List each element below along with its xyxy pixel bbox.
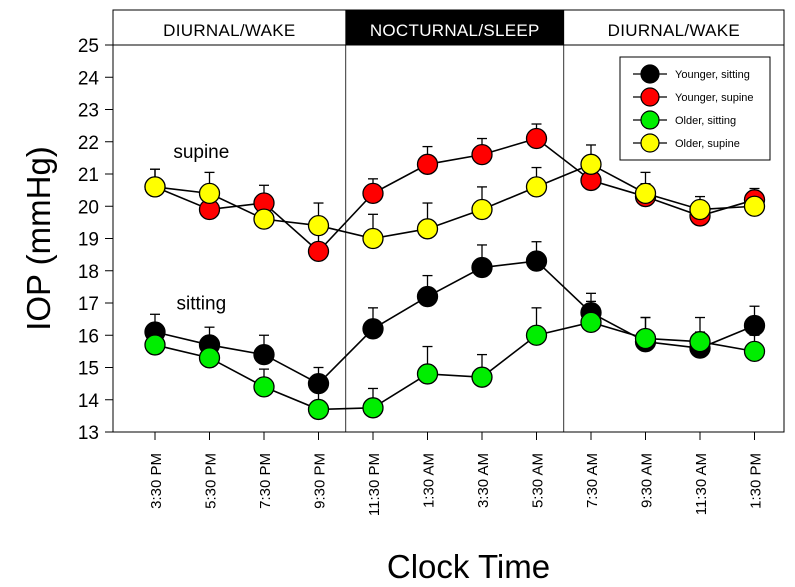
data-point: [743, 340, 766, 363]
x-tick-label: 7:30 AM: [584, 453, 601, 508]
y-axis-title: IOP (mmHg): [20, 146, 57, 331]
plot-frame: [112, 9, 785, 433]
period-label: DIURNAL/WAKE: [163, 21, 295, 40]
data-point: [307, 372, 330, 395]
data-point: [362, 182, 384, 205]
x-tick-label: 3:30 PM: [148, 453, 165, 509]
data-point: [580, 153, 602, 175]
period-label: DIURNAL/WAKE: [608, 21, 740, 40]
annotation-label: supine: [173, 142, 229, 163]
y-tick-label: 18: [78, 262, 99, 283]
data-point: [253, 208, 275, 230]
data-point: [198, 347, 221, 369]
data-point: [416, 153, 439, 175]
data-point: [253, 376, 275, 398]
data-point: [307, 398, 330, 421]
period-band: [345, 10, 564, 45]
x-axis-title: Clock Time: [387, 548, 550, 585]
y-tick-label: 25: [78, 36, 99, 57]
x-tick-label: 9:30 PM: [312, 453, 329, 509]
data-point: [144, 176, 166, 198]
series-line: [154, 260, 755, 385]
data-point: [307, 214, 330, 237]
period-label: NOCTURNAL/SLEEP: [370, 21, 540, 40]
data-point: [362, 227, 384, 250]
y-tick-label: 14: [78, 391, 100, 412]
data-point: [471, 366, 493, 388]
x-tick-label: 11:30 AM: [693, 453, 710, 515]
data-point: [580, 311, 602, 334]
y-tick-label: 24: [78, 68, 100, 89]
period-band: [113, 10, 346, 45]
legend-label: Younger, supine: [675, 92, 754, 104]
y-tick-label: 20: [78, 197, 99, 218]
y-tick-label: 19: [78, 230, 99, 251]
x-tick-label: 5:30 PM: [203, 453, 220, 509]
y-tick-label: 16: [78, 326, 99, 347]
data-point: [743, 195, 766, 217]
data-point: [253, 343, 275, 366]
data-point: [362, 318, 384, 340]
legend-marker: [640, 133, 660, 153]
data-point: [689, 198, 711, 221]
legend-label: Older, sitting: [675, 115, 736, 127]
data-point: [525, 324, 548, 346]
legend-marker: [640, 110, 660, 130]
y-tick-label: 23: [78, 101, 99, 122]
legend-marker: [640, 87, 660, 107]
x-tick-label: 9:30 AM: [639, 453, 656, 508]
x-tick-label: 1:30 PM: [748, 453, 765, 509]
data-point: [416, 218, 439, 240]
period-band: [563, 10, 784, 45]
legend-label: Younger, sitting: [675, 69, 750, 81]
x-tick-label: 5:30 AM: [530, 453, 547, 508]
data-point: [144, 334, 166, 356]
legend-marker: [640, 64, 660, 84]
data-point: [634, 182, 657, 205]
data-point: [416, 285, 439, 308]
data-point: [743, 314, 766, 337]
legend-label: Older, supine: [675, 138, 740, 150]
data-point: [471, 256, 493, 279]
data-point: [471, 198, 493, 221]
data-point: [634, 327, 657, 350]
x-tick-label: 1:30 AM: [421, 453, 438, 508]
y-tick-label: 22: [78, 133, 99, 154]
data-point: [362, 397, 384, 419]
series-line: [154, 163, 755, 240]
x-tick-label: 11:30 PM: [366, 453, 383, 516]
y-tick-label: 13: [78, 423, 99, 444]
x-tick-label: 7:30 PM: [257, 453, 274, 509]
data-point: [471, 143, 493, 166]
data-point: [307, 240, 330, 263]
data-point: [525, 127, 548, 150]
annotation-label: sitting: [177, 293, 227, 314]
data-point: [525, 176, 548, 198]
x-tick-label: 3:30 AM: [475, 453, 492, 508]
data-point: [689, 331, 711, 353]
y-tick-label: 17: [78, 294, 99, 315]
y-tick-label: 15: [78, 359, 99, 380]
data-point: [525, 250, 548, 272]
data-point: [198, 182, 221, 205]
data-point: [416, 363, 439, 385]
series-line: [154, 321, 755, 411]
y-tick-label: 21: [78, 165, 99, 186]
